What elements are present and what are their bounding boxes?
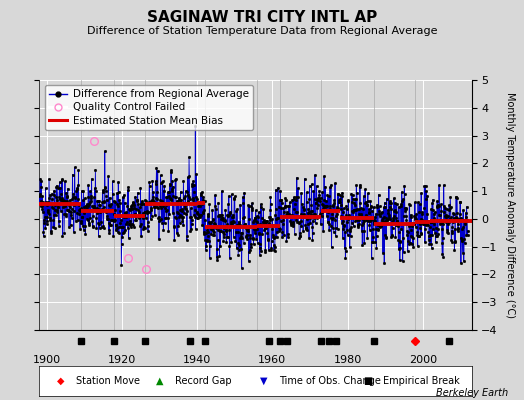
Y-axis label: Monthly Temperature Anomaly Difference (°C): Monthly Temperature Anomaly Difference (… <box>505 92 515 318</box>
Text: ■: ■ <box>364 376 373 386</box>
Text: Record Gap: Record Gap <box>176 376 232 386</box>
Text: ▼: ▼ <box>260 376 267 386</box>
Legend: Difference from Regional Average, Quality Control Failed, Estimated Station Mean: Difference from Regional Average, Qualit… <box>45 85 253 130</box>
Text: 1980: 1980 <box>333 355 362 365</box>
Text: SAGINAW TRI CITY INTL AP: SAGINAW TRI CITY INTL AP <box>147 10 377 25</box>
Text: Difference of Station Temperature Data from Regional Average: Difference of Station Temperature Data f… <box>87 26 437 36</box>
Text: 1960: 1960 <box>258 355 287 365</box>
Text: 1920: 1920 <box>108 355 136 365</box>
Text: Station Move: Station Move <box>76 376 140 386</box>
Text: ▲: ▲ <box>156 376 163 386</box>
Text: Time of Obs. Change: Time of Obs. Change <box>279 376 381 386</box>
Text: Empirical Break: Empirical Break <box>383 376 460 386</box>
Text: 2000: 2000 <box>409 355 437 365</box>
Text: 1900: 1900 <box>33 355 61 365</box>
Text: 1940: 1940 <box>183 355 211 365</box>
Text: Berkeley Earth: Berkeley Earth <box>436 388 508 398</box>
Text: ◆: ◆ <box>57 376 64 386</box>
